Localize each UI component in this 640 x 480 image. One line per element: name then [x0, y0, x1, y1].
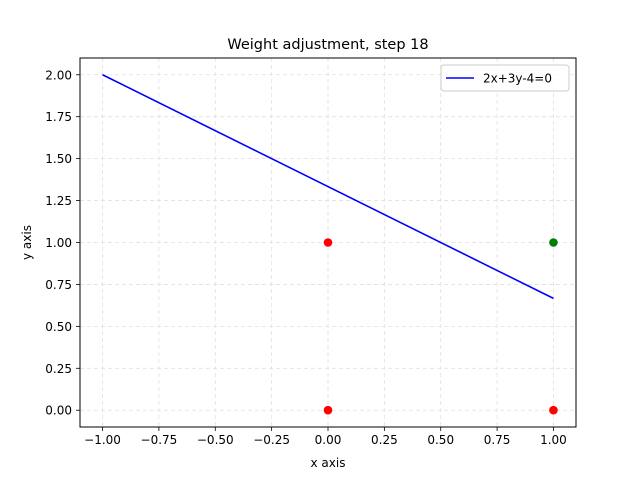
y-tick-label: 1.75 [45, 110, 72, 124]
data-point [549, 405, 558, 415]
chart-title: Weight adjustment, step 18 [227, 37, 428, 53]
y-tick-label: 1.00 [45, 236, 72, 250]
data-point [323, 238, 333, 247]
y-tick-label: 0.50 [45, 320, 72, 334]
x-tick-label: 0.75 [484, 433, 511, 447]
legend: 2x+3y-4=0 [440, 64, 570, 92]
y-tick-label: 1.50 [45, 152, 72, 166]
y-axis: 0.00 0.25 0.50 0.75 1.00 1.25 1.50 1.75 2.00 [45, 68, 80, 418]
x-axis-title: x axis [311, 456, 346, 470]
legend-label: 2x+3y-4=0 [483, 72, 552, 86]
data-point [323, 405, 333, 415]
y-tick-label: 2.00 [45, 68, 72, 82]
legend-box [440, 64, 570, 92]
data-point [549, 238, 558, 247]
x-tick-label: 1.00 [540, 433, 567, 447]
x-axis: −1.00 −0.75 −0.50 −0.25 0.00 0.25 0.50 0.75 1.00 [84, 427, 567, 447]
x-tick-label: −0.25 [253, 433, 290, 447]
y-tick-label: 0.75 [45, 278, 72, 292]
x-tick-label: 0.25 [371, 433, 398, 447]
x-tick-label: 0.00 [315, 433, 342, 447]
x-tick-label: −0.50 [197, 433, 234, 447]
x-tick-label: −0.75 [141, 433, 178, 447]
x-tick-label: −1.00 [84, 433, 121, 447]
y-tick-label: 0.25 [45, 362, 72, 376]
points-layer [323, 238, 558, 415]
y-tick-label: 0.00 [45, 404, 72, 418]
x-tick-label: 0.50 [427, 433, 454, 447]
series-line [102, 74, 554, 300]
y-tick-label: 1.25 [45, 194, 72, 208]
series-layer [102, 74, 554, 300]
y-axis-title: y axis [20, 225, 34, 260]
